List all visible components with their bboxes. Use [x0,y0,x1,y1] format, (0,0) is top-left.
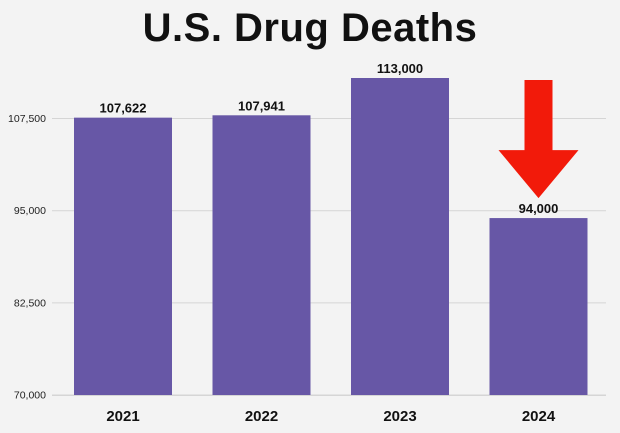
data-label: 107,622 [100,101,147,116]
bar-layer [74,78,588,396]
y-tick-label: 95,000 [14,205,46,217]
down-arrow-icon [498,80,579,199]
bar-2024 [489,218,588,395]
x-tick-label: 2024 [522,408,556,425]
x-tick-label: 2023 [383,408,416,425]
y-tick-label: 82,500 [14,297,46,309]
y-tick-label: 107,500 [8,113,46,125]
bar-2022 [212,115,311,396]
chart-title: U.S. Drug Deaths [142,6,478,50]
label-layer: 70,000 82,500 95,000 107,500 107,622 2021 107,… [8,61,558,425]
x-tick-label: 2021 [106,408,139,425]
bar-2021 [74,117,172,395]
annotation-layer [498,80,579,199]
bar-2023 [351,78,449,395]
data-label: 113,000 [377,61,423,76]
data-label: 94,000 [519,201,559,216]
data-label: 107,941 [238,98,285,113]
y-tick-label: 70,000 [14,390,46,402]
x-tick-label: 2022 [245,408,278,425]
